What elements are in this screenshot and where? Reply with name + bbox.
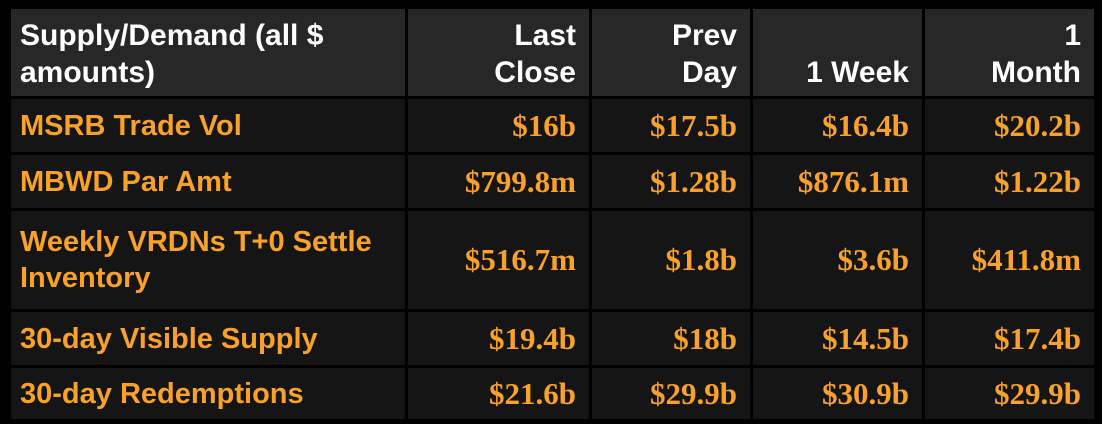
table-row-weekly-vrdns: Weekly VRDNs T+0 Settle Inventory $516.7… — [8, 208, 1097, 312]
cell-1-month: $1.22b — [922, 152, 1097, 211]
table-title: Supply/Demand (all $ amounts) — [8, 6, 408, 99]
header-row: Supply/Demand (all $ amounts) Last Close… — [8, 6, 1097, 99]
cell-prev-day: $1.8b — [589, 208, 753, 312]
cell-1-week: $16.4b — [750, 96, 925, 155]
row-label: MBWD Par Amt — [8, 152, 408, 211]
cell-last-close: $16b — [405, 96, 592, 155]
row-label: MSRB Trade Vol — [8, 96, 408, 155]
cell-prev-day: $17.5b — [589, 96, 753, 155]
col-header-1-month: 1 Month — [922, 6, 1097, 99]
cell-last-close: $799.8m — [405, 152, 592, 211]
row-label: 30-day Visible Supply — [8, 309, 408, 368]
cell-1-week: $3.6b — [750, 208, 925, 312]
cell-last-close: $19.4b — [405, 309, 592, 368]
col-header-last-close: Last Close — [405, 6, 592, 99]
cell-1-week: $14.5b — [750, 309, 925, 368]
cell-1-month: $20.2b — [922, 96, 1097, 155]
cell-last-close: $21.6b — [405, 365, 592, 422]
cell-1-week: $30.9b — [750, 365, 925, 422]
row-label: Weekly VRDNs T+0 Settle Inventory — [8, 208, 408, 312]
table-row-mbwd-par-amt: MBWD Par Amt $799.8m $1.28b $876.1m $1.2… — [8, 152, 1097, 211]
cell-1-week: $876.1m — [750, 152, 925, 211]
cell-prev-day: $18b — [589, 309, 753, 368]
cell-1-month: $17.4b — [922, 309, 1097, 368]
cell-prev-day: $1.28b — [589, 152, 753, 211]
col-header-prev-day: Prev Day — [589, 6, 753, 99]
table-row-30-day-visible-supply: 30-day Visible Supply $19.4b $18b $14.5b… — [8, 309, 1097, 368]
table-row-30-day-redemptions: 30-day Redemptions $21.6b $29.9b $30.9b … — [8, 365, 1097, 422]
table-row-msrb-trade-vol: MSRB Trade Vol $16b $17.5b $16.4b $20.2b — [8, 96, 1097, 155]
row-label: 30-day Redemptions — [8, 365, 408, 422]
cell-1-month: $29.9b — [922, 365, 1097, 422]
cell-last-close: $516.7m — [405, 208, 592, 312]
supply-demand-table: Supply/Demand (all $ amounts) Last Close… — [8, 6, 1097, 422]
col-header-1-week: 1 Week — [750, 6, 925, 99]
cell-1-month: $411.8m — [922, 208, 1097, 312]
cell-prev-day: $29.9b — [589, 365, 753, 422]
